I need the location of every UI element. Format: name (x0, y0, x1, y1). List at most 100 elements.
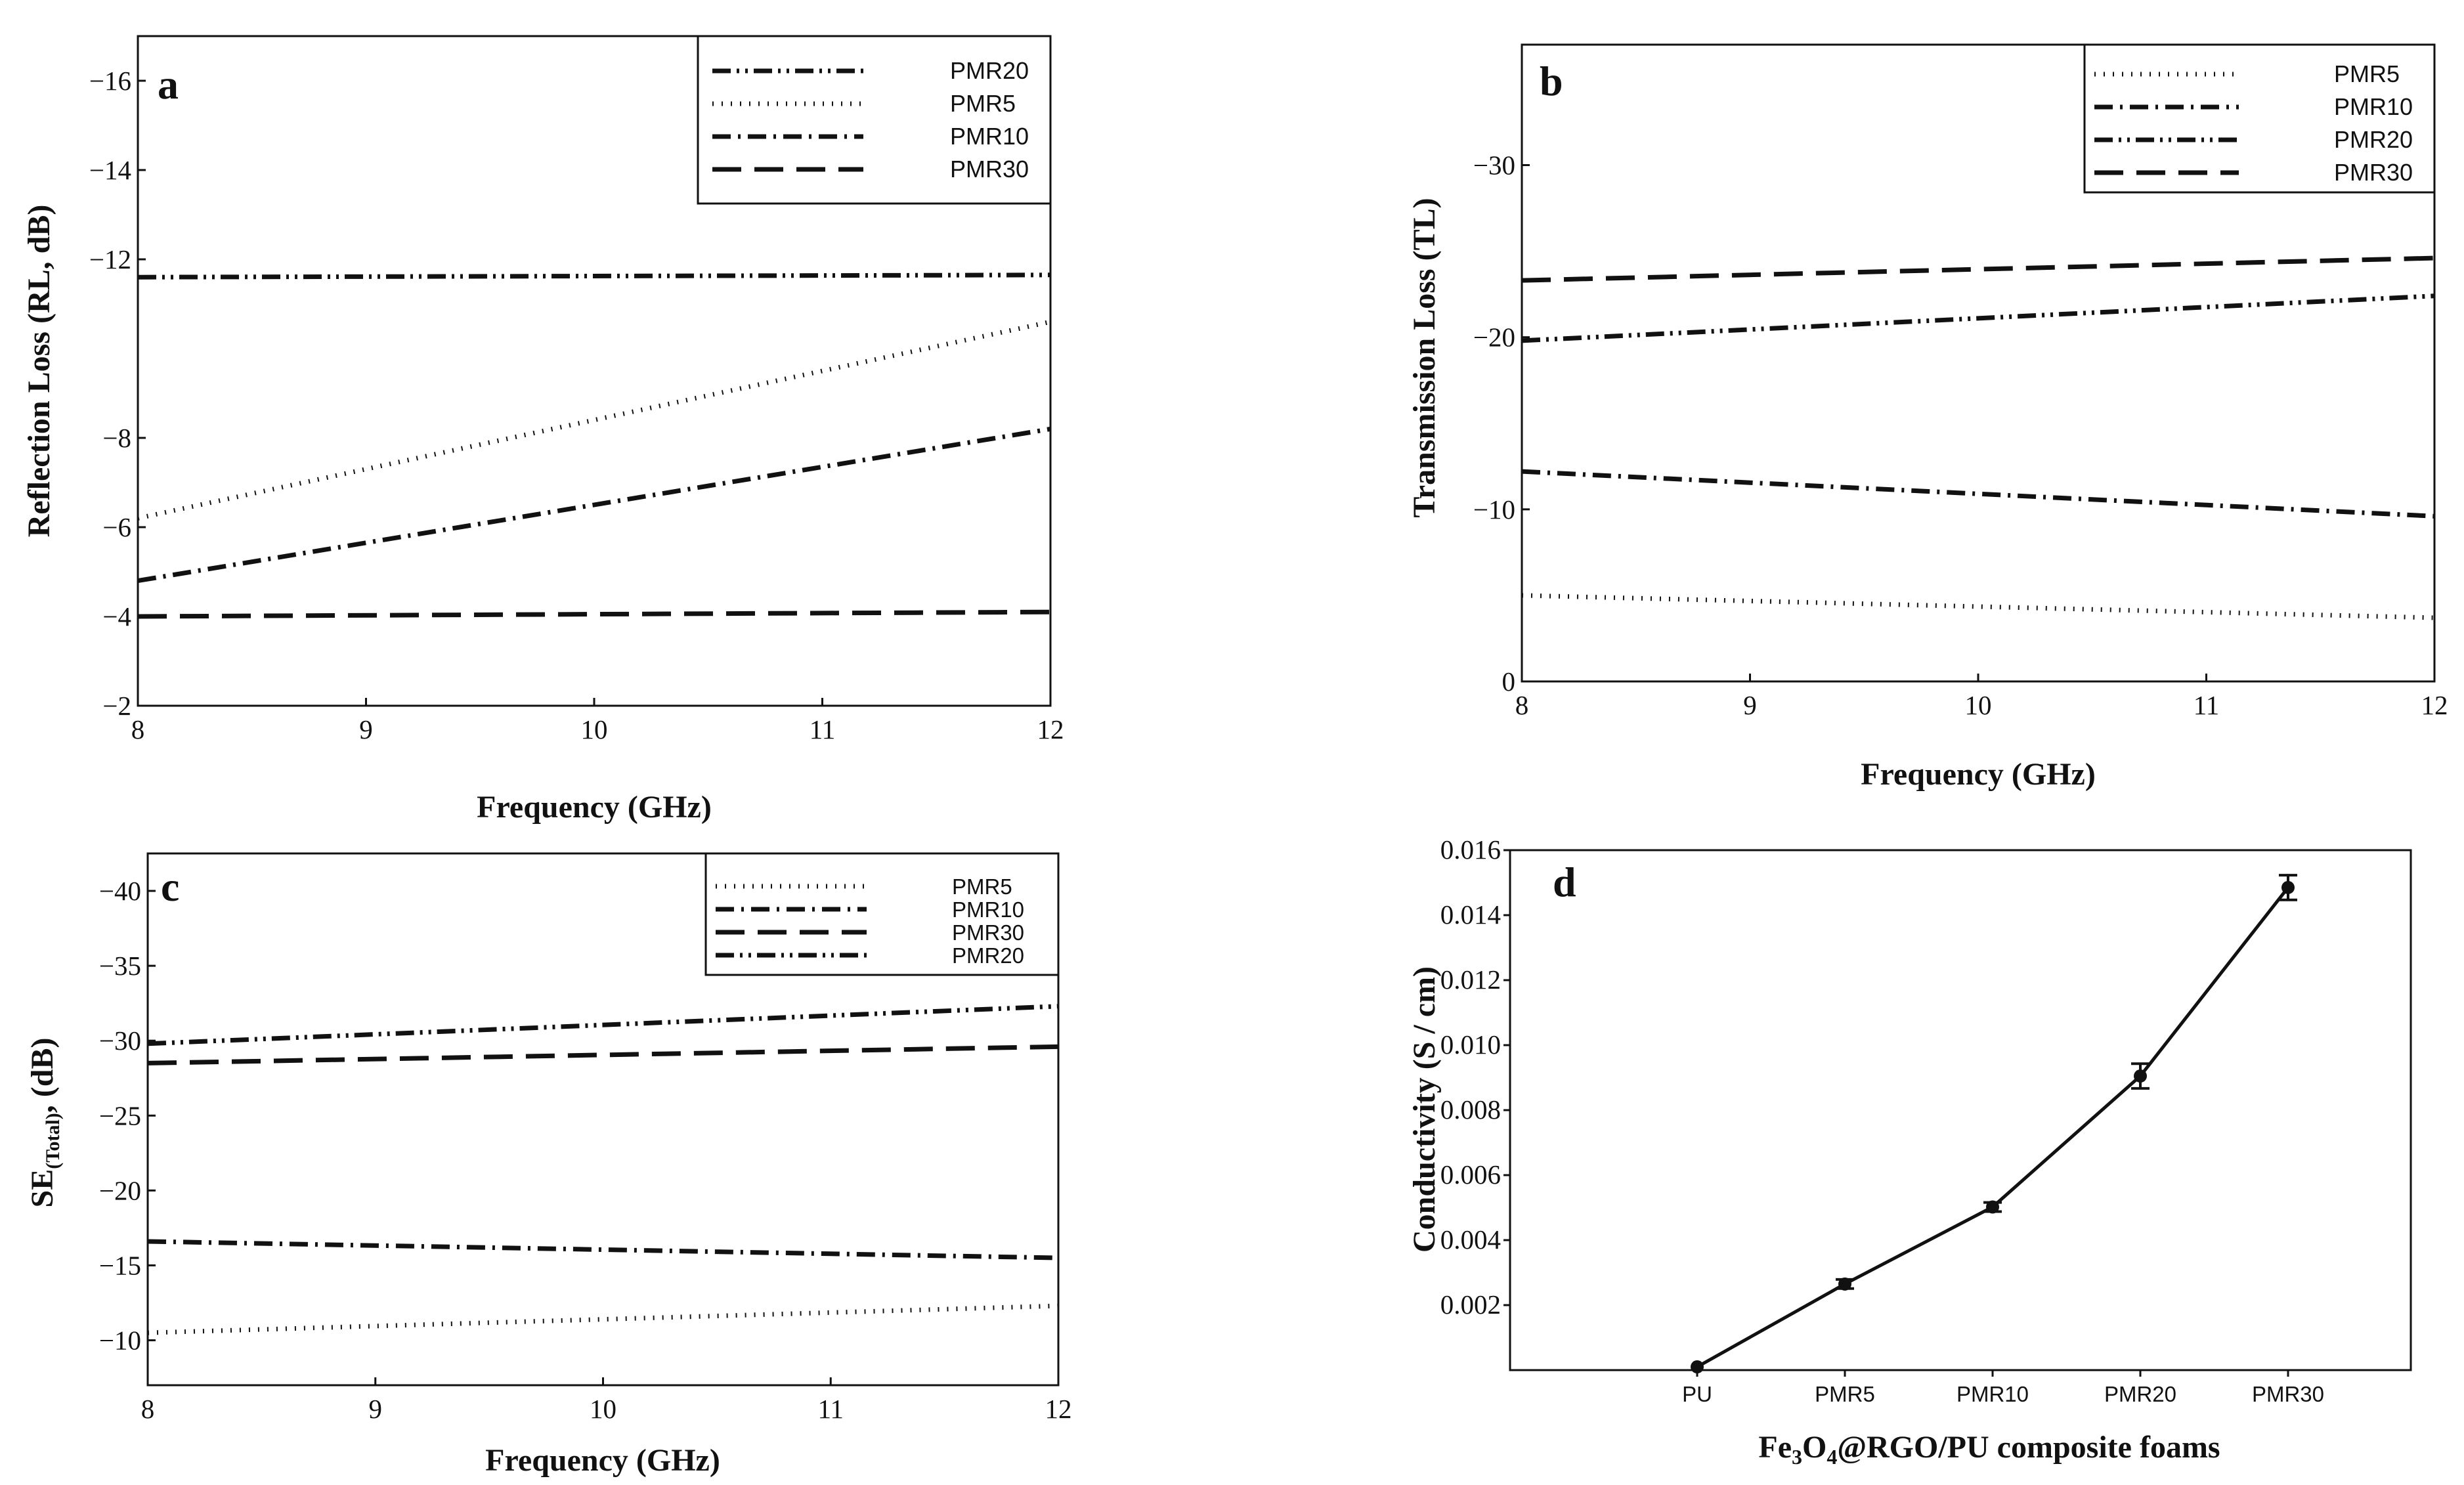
panel-a-plot-frame (137, 35, 1052, 707)
panel-c-x-axis-label: Frequency (GHz) (485, 1443, 720, 1478)
panel-a-y-tick-label: −4 (102, 601, 131, 632)
panel-b-series-pmr20 (1521, 293, 2435, 343)
panel-b-legend: PMR5 PMR10 PMR20 PMR30 (2094, 60, 2413, 186)
panel-b-legend-label: PMR20 (2334, 126, 2413, 153)
panel-d-y-tick-label: 0.012 (1440, 964, 1501, 995)
panel-b-transmission-loss: b Frequency (GHz) Transmission Loss (TL)… (1407, 43, 2448, 792)
panel-d-y-tick-label: 0.016 (1440, 834, 1501, 865)
panel-d-point-pmr10 (1986, 1200, 1999, 1214)
panel-c-x-tick-label: 9 (369, 1394, 383, 1424)
panel-a-x-tick-label: 10 (581, 714, 608, 744)
panel-c-y-tick-label: −40 (99, 876, 141, 906)
panel-c-x-tick-label: 10 (590, 1394, 616, 1424)
panel-a-y-axis-label: Reflection Loss (RL, dB) (22, 205, 56, 538)
panel-d-ticks: 0.002 0.004 0.006 0.008 0.010 0.012 0.014 0.016… (1440, 834, 2324, 1406)
panel-c-series-pmr10 (147, 1239, 1059, 1260)
panel-c-y-tick-label: −10 (99, 1325, 141, 1356)
panel-c-series-pmr20 (147, 1004, 1059, 1046)
panel-b-y-tick-label: −30 (1473, 150, 1515, 181)
panel-d-conductivity: d Fe3O4@RGO/PU composite foams Conductiv… (1407, 834, 2412, 1469)
panel-b-y-tick-label: −20 (1473, 322, 1515, 353)
panel-c-y-tick-label: −15 (99, 1250, 141, 1280)
panel-a-series-pmr30 (137, 609, 1051, 619)
panel-d-y-tick-label: 0.014 (1440, 899, 1501, 930)
panel-c-x-tick-label: 8 (141, 1394, 155, 1424)
panel-b-x-axis-label: Frequency (GHz) (1861, 757, 2096, 792)
panel-c-x-tick-label: 11 (818, 1394, 844, 1424)
panel-b-series-pmr10 (1521, 469, 2435, 519)
panel-c-y-axis-label: SE(Total), (dB) (25, 1038, 64, 1208)
panel-c-ticks: 8 9 10 11 12 −10 −15 −20 −25 −30 −35 −40 (99, 876, 1072, 1424)
panel-b-legend-box (2083, 43, 2436, 194)
panel-c-series-pmr5 (147, 1303, 1059, 1335)
panel-d-x-tick-label: PMR10 (1956, 1382, 2029, 1406)
panel-b-plot-frame (1521, 43, 2436, 683)
panel-a-y-tick-label: −14 (89, 155, 131, 185)
panel-b-y-tick-label: 0 (1502, 666, 1516, 697)
panel-a-legend-box (697, 35, 1052, 205)
panel-c-legend-box (704, 852, 1060, 976)
panel-c-series (147, 1004, 1059, 1335)
panel-a-x-tick-label: 8 (131, 714, 145, 744)
panel-b-series-pmr30 (1521, 255, 2435, 283)
panel-a-x-tick-label: 11 (810, 714, 835, 744)
panel-a-legend-label: PMR20 (950, 57, 1029, 84)
panel-b-series-pmr5 (1521, 593, 2435, 620)
panel-c-shielding-effectiveness: c Frequency (GHz) SE(Total), (dB) 8 9 10 11… (25, 852, 1072, 1478)
panel-b-y-tick-label: −10 (1473, 494, 1515, 525)
panel-c-y-tick-label: −20 (99, 1175, 141, 1205)
panel-d-point-pu (1691, 1360, 1704, 1374)
panel-d-series (1691, 874, 2297, 1374)
panel-a-y-tick-label: −2 (102, 691, 131, 721)
panel-a-series-pmr5 (137, 319, 1051, 521)
panel-c-legend-label: PMR20 (952, 943, 1024, 968)
panel-a-y-tick-label: −6 (102, 512, 131, 542)
panel-d-x-axis-label: Fe3O4@RGO/PU composite foams (1758, 1430, 2220, 1469)
panel-c-x-tick-label: 12 (1045, 1394, 1072, 1424)
panel-a-x-tick-label: 12 (1037, 714, 1064, 744)
panel-d-point-pmr30 (2281, 880, 2295, 894)
panel-a-y-tick-label: −16 (89, 66, 131, 96)
panel-a-legend-label: PMR10 (950, 123, 1029, 150)
panel-b-x-tick-label: 11 (2194, 690, 2219, 720)
panel-c-y-tick-label: −25 (99, 1100, 141, 1130)
panel-c-y-tick-label: −35 (99, 951, 141, 981)
panel-d-y-tick-label: 0.010 (1440, 1029, 1501, 1060)
panel-d-point-pmr5 (1838, 1277, 1851, 1291)
panel-c-y-tick-label: −30 (99, 1025, 141, 1056)
panel-a-x-axis-label: Frequency (GHz) (477, 790, 712, 825)
panel-a-legend-label: PMR30 (950, 156, 1029, 183)
panel-d-x-tick-label: PMR20 (2104, 1382, 2176, 1406)
panel-b-legend-label: PMR10 (2334, 93, 2413, 120)
panel-b-x-tick-label: 10 (1965, 690, 1992, 720)
panel-c-plot-frame (146, 852, 1060, 1387)
panel-c-series-pmr30 (147, 1044, 1059, 1065)
panel-c-legend-label: PMR10 (952, 897, 1024, 922)
panel-b-x-tick-label: 9 (1743, 690, 1757, 720)
panel-a-y-tick-label: −8 (102, 423, 131, 453)
panel-c-legend-label: PMR5 (952, 874, 1012, 899)
panel-d-y-tick-label: 0.002 (1440, 1289, 1501, 1320)
panel-d-y-tick-label: 0.006 (1440, 1159, 1501, 1190)
panel-c-label: c (161, 863, 179, 910)
panel-a-legend-label: PMR5 (950, 90, 1016, 117)
panel-d-x-tick-label: PMR5 (1815, 1382, 1875, 1406)
panel-a-reflection-loss: a Frequency (GHz) Reflection Loss (RL, d… (22, 35, 1064, 825)
panel-a-label: a (158, 61, 179, 108)
panel-d-conductivity-line (1696, 886, 2289, 1369)
panel-a-x-tick-label: 9 (359, 714, 373, 744)
panel-b-series (1521, 255, 2435, 620)
panel-d-x-tick-label: PU (1682, 1382, 1712, 1406)
panel-d-point-pmr20 (2134, 1069, 2147, 1083)
panel-d-y-tick-label: 0.008 (1440, 1094, 1501, 1125)
panel-d-plot-frame (1509, 849, 2412, 1371)
panel-b-x-tick-label: 8 (1515, 690, 1529, 720)
panel-a-ticks: 8 9 10 11 12 −2 −4 −6 −8 −12 −14 −16 (89, 66, 1064, 744)
panel-c-legend-label: PMR30 (952, 920, 1024, 945)
panel-d-y-tick-label: 0.004 (1440, 1224, 1501, 1255)
panel-b-ticks: 8 9 10 11 12 0 −10 −20 −30 (1473, 150, 2448, 720)
panel-b-x-tick-label: 12 (2421, 690, 2448, 720)
panel-d-label: d (1553, 859, 1576, 905)
